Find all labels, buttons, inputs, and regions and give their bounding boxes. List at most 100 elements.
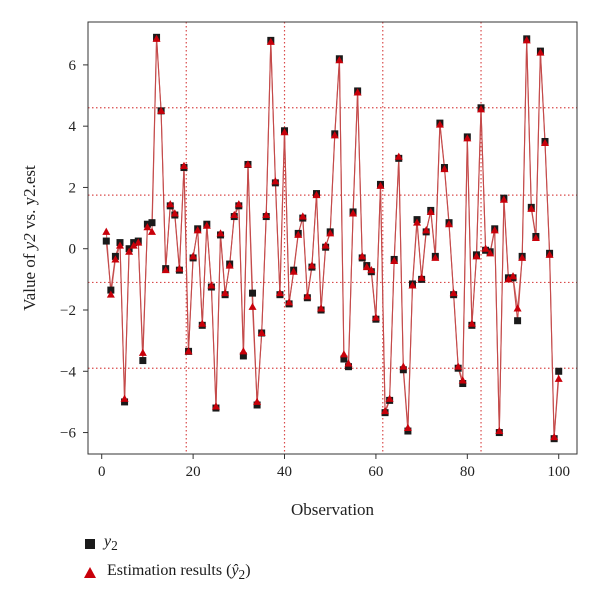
estimate-point: [147, 227, 156, 235]
estimate-point: [120, 394, 129, 402]
x-tick-label: 60: [368, 464, 383, 480]
series-line-estimate: [105, 38, 560, 438]
estimate-point: [312, 190, 321, 199]
estimate-point: [536, 48, 545, 56]
estimate-point: [426, 207, 435, 215]
estimate-point: [243, 160, 252, 168]
estimate-point: [454, 362, 463, 370]
estimate-point: [550, 432, 559, 441]
estimate-point: [495, 426, 504, 435]
estimate-point: [531, 233, 540, 241]
estimate-point: [403, 423, 412, 431]
y-tick-label: 0: [69, 242, 77, 258]
estimate-point: [134, 238, 143, 246]
estimate-point: [189, 252, 198, 260]
legend-item-estimate: Estimation results (ŷ2): [82, 562, 251, 583]
estimate-point: [522, 36, 531, 44]
series-line-y2: [105, 37, 560, 439]
estimate-point: [509, 272, 518, 280]
estimate-point: [198, 319, 207, 327]
x-tick-label: 80: [460, 464, 475, 480]
estimate-point: [349, 209, 358, 217]
estimate-point: [458, 376, 467, 384]
estimate-point: [472, 252, 481, 260]
legend-label-italic: y: [104, 533, 112, 550]
y-axis-title-part: y2: [20, 233, 39, 252]
estimate-point: [394, 152, 403, 160]
estimate-point: [541, 138, 550, 147]
legend-label-sub: 2: [238, 567, 246, 583]
y2-point: [459, 380, 467, 388]
y-axis-title-part: Value of: [20, 249, 39, 310]
chart: 0 20 40 60 80 100 −6 −4 −2 0 2 4 6 Observation Value…: [20, 21, 578, 519]
y-axis-title-part: vs.: [20, 205, 39, 233]
estimate-point: [477, 105, 486, 113]
estimate-point: [554, 374, 563, 382]
y2-point: [253, 401, 261, 409]
y2-point: [148, 219, 156, 227]
estimate-point: [102, 227, 111, 235]
axes: [87, 21, 578, 455]
estimate-point: [431, 253, 440, 261]
estimate-point: [175, 264, 184, 272]
estimate-point: [326, 229, 335, 237]
estimate-point: [481, 244, 490, 252]
estimate-point: [248, 302, 257, 310]
estimate-point: [271, 177, 280, 185]
y-tick-label: 2: [69, 180, 77, 196]
x-tick-label: 20: [186, 464, 201, 480]
estimate-point: [216, 229, 225, 237]
estimate-point: [335, 56, 344, 64]
estimate-point: [289, 267, 298, 275]
y-tick-label: −4: [60, 364, 76, 380]
estimate-point: [275, 288, 284, 297]
estimate-point: [230, 210, 239, 219]
estimate-point: [152, 34, 161, 42]
estimate-point: [499, 195, 508, 203]
y2-point: [139, 357, 147, 365]
estimate-point: [486, 249, 495, 257]
estimate-point: [467, 319, 476, 327]
estimate-point: [362, 262, 371, 271]
estimate-point: [417, 273, 426, 281]
legend-label-estimate: Estimation results (ŷ2): [107, 562, 251, 583]
estimate-point: [381, 406, 390, 415]
legend-label-suffix: ): [245, 562, 251, 579]
y2-point: [102, 237, 110, 245]
estimate-point: [157, 106, 166, 114]
y-tick-label: −6: [60, 426, 76, 442]
estimate-point: [490, 226, 499, 234]
estimate-point: [225, 261, 234, 269]
estimate-point: [344, 359, 353, 367]
estimate-point: [111, 255, 120, 263]
estimate-point: [399, 362, 408, 370]
estimate-point: [294, 230, 303, 238]
estimate-point: [239, 347, 248, 355]
y-tick-label: 6: [69, 58, 77, 74]
estimate-point: [408, 281, 417, 289]
estimate-point: [129, 241, 138, 249]
y2-point: [239, 352, 247, 360]
estimate-point: [317, 304, 326, 312]
estimate-point: [221, 288, 230, 297]
legend-square-marker: [85, 538, 95, 549]
estimate-point: [193, 226, 202, 234]
estimate-point: [262, 210, 271, 219]
estimate-point: [445, 220, 454, 228]
estimate-point: [367, 265, 376, 274]
estimate-point: [207, 281, 216, 289]
estimate-point: [321, 241, 330, 249]
estimate-point: [257, 328, 266, 336]
estimate-point: [234, 200, 243, 208]
estimate-point: [435, 120, 444, 128]
estimate-point: [339, 350, 348, 358]
y-axis-title: Value of y2 vs. y2.est: [20, 165, 39, 311]
estimate-point: [527, 204, 536, 212]
x-tick-label: 0: [98, 464, 106, 480]
y-axis-title-part: y2.est: [20, 165, 39, 205]
estimate-point: [303, 292, 312, 300]
legend-triangle-marker: [84, 566, 96, 578]
estimate-point: [166, 200, 175, 208]
estimate-point: [125, 247, 134, 255]
x-tick-label: 40: [277, 464, 292, 480]
